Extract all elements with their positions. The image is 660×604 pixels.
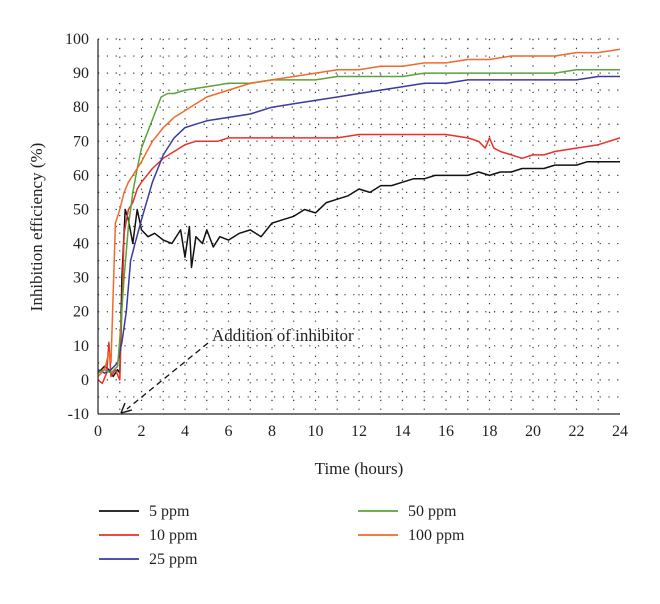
legend-entry-label: 50 ppm bbox=[408, 503, 457, 520]
y-tick-label: -10 bbox=[68, 406, 89, 423]
y-tick-label: 40 bbox=[73, 236, 89, 253]
x-tick-label: 18 bbox=[482, 423, 498, 440]
series-line-5-ppm bbox=[97, 160, 620, 378]
legend-entry-label: 10 ppm bbox=[149, 527, 198, 544]
x-tick-label: 14 bbox=[395, 423, 411, 440]
y-tick-label: 0 bbox=[81, 372, 89, 389]
y-tick-label: 50 bbox=[73, 201, 89, 218]
annotation-arrow-line bbox=[126, 342, 209, 410]
x-tick-label: 0 bbox=[94, 423, 102, 440]
x-tick-label: 8 bbox=[268, 423, 276, 440]
series-line-100-ppm bbox=[97, 48, 621, 378]
x-tick-label: 2 bbox=[138, 423, 146, 440]
x-tick-label: 16 bbox=[438, 423, 454, 440]
y-tick-label: 30 bbox=[73, 270, 89, 287]
x-tick-label: 22 bbox=[569, 423, 585, 440]
x-tick-label: 10 bbox=[308, 423, 324, 440]
y-tick-label: 20 bbox=[73, 304, 89, 321]
annotation-text: Addition of inhibitor bbox=[212, 326, 354, 345]
x-tick-label: 4 bbox=[181, 423, 189, 440]
legend-entry-label: 5 ppm bbox=[149, 503, 190, 520]
x-axis-label: Time (hours) bbox=[315, 459, 404, 478]
series-line-25-ppm bbox=[97, 75, 620, 374]
x-tick-label: 6 bbox=[225, 423, 233, 440]
y-tick-label: 70 bbox=[73, 133, 89, 150]
y-axis-label: Inhibition efficiency (%) bbox=[27, 143, 46, 312]
y-tick-label: 10 bbox=[73, 338, 89, 355]
series-line-50-ppm bbox=[97, 68, 620, 374]
x-tick-label: 20 bbox=[525, 423, 541, 440]
legend-entry-label: 100 ppm bbox=[408, 527, 465, 544]
y-tick-label: 100 bbox=[65, 31, 89, 48]
grid bbox=[98, 38, 620, 414]
y-tick-label: 60 bbox=[73, 167, 89, 184]
legend-entry-label: 25 ppm bbox=[149, 551, 198, 568]
series-line-10-ppm bbox=[97, 133, 621, 385]
y-tick-label: 90 bbox=[73, 65, 89, 82]
annotation-arrowhead bbox=[120, 402, 133, 414]
tick-labels: 0 2 4 6 8 10 12 14 16 18 20 22 24-100102030405060708… bbox=[65, 31, 628, 440]
x-tick-label: 12 bbox=[351, 423, 367, 440]
series-lines bbox=[97, 48, 621, 385]
y-tick-label: 80 bbox=[73, 99, 89, 116]
axes bbox=[97, 39, 620, 415]
annotation: Addition of inhibitor bbox=[120, 326, 354, 414]
x-tick-label: 24 bbox=[612, 423, 628, 440]
legend: 5 ppm 10 ppm 25 ppm 50 ppm 100 ppm bbox=[99, 503, 465, 568]
